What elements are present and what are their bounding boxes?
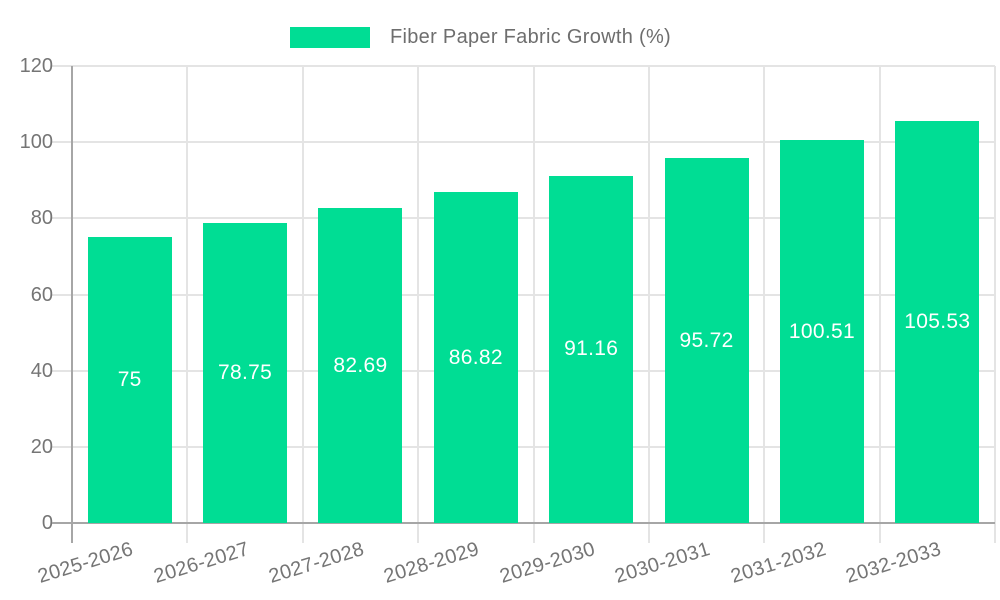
y-axis-line [71,66,73,543]
bar-value-label: 91.16 [564,337,619,361]
y-axis-tick-label: 0 [41,512,53,534]
x-axis-tick-label: 2031-2032 [727,538,829,588]
x-axis-tick-label: 2026-2027 [151,538,252,588]
bar-value-label: 105.53 [904,310,971,334]
v-gridline [647,66,650,543]
h-gridline [52,217,995,220]
y-axis-tick-label: 120 [19,55,53,77]
v-gridline [994,66,996,543]
bar-value-label: 82.69 [333,353,388,377]
bar-value-label: 86.82 [448,345,503,369]
h-gridline [52,141,995,144]
v-gridline [532,66,535,543]
h-gridline [52,293,995,296]
y-axis-tick-label: 60 [30,283,53,306]
v-gridline [301,66,304,543]
v-gridline [417,66,420,543]
bar[interactable]: 100.51 [779,140,864,523]
h-gridline [52,65,995,67]
y-axis-tick-label: 20 [30,435,53,458]
bar-value-label: 95.72 [679,328,734,352]
x-axis-tick-label: 2032-2033 [843,538,944,588]
bar[interactable]: 105.53 [895,121,980,523]
bar[interactable]: 82.69 [318,208,403,523]
bar[interactable]: 78.75 [203,223,288,523]
y-axis-tick-label: 40 [30,359,53,382]
y-axis-tick-label: 100 [19,131,53,154]
bar[interactable]: 86.82 [433,192,518,523]
bar-value-label: 100.51 [788,319,855,343]
bar-value-label: 75 [117,368,142,392]
bar[interactable]: 95.72 [664,158,749,523]
x-axis-tick-label: 2025-2026 [35,538,137,588]
bar-value-label: 78.75 [218,361,273,385]
y-axis-tick-label: 80 [30,207,53,230]
bar[interactable]: 91.16 [549,175,634,523]
h-gridline [52,369,995,372]
x-axis-line [52,522,995,524]
x-axis-tick-label: 2030-2031 [612,538,713,588]
x-axis-tick-label: 2029-2030 [497,538,598,588]
x-axis-tick-label: 2027-2028 [266,538,367,588]
v-gridline [186,66,189,543]
legend-label: Fiber Paper Fabric Growth (%) [390,26,671,48]
v-gridline [878,66,881,543]
legend-swatch-icon [290,27,370,48]
legend[interactable]: Fiber Paper Fabric Growth (%) [290,26,671,49]
v-gridline [763,66,766,543]
h-gridline [52,445,995,448]
bar[interactable]: 75 [87,237,172,523]
x-axis-tick-label: 2028-2029 [381,538,483,588]
